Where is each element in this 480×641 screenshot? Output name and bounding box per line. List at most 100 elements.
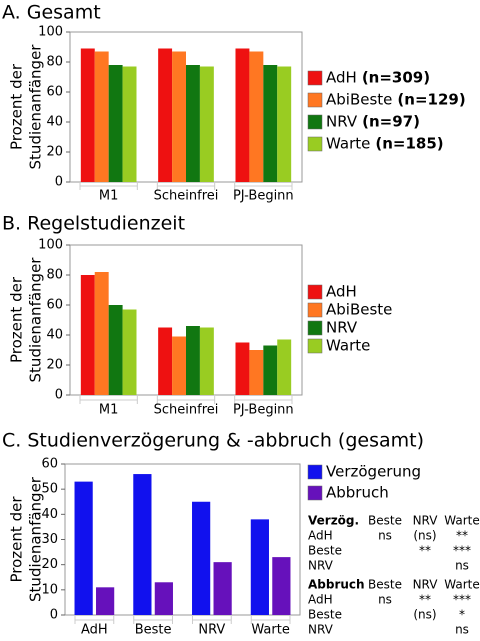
bar [80,48,95,182]
table-cell: ** [419,544,431,558]
x-tick-label: Scheinfrei [154,403,219,418]
legend-label: NRV [326,319,358,337]
bar [186,326,200,395]
legend-sample-size: (n=185) [375,135,443,153]
table-header: Warte [444,514,479,528]
legend-swatch [307,136,323,152]
legend-label: NRV [326,113,358,131]
bar [122,309,137,395]
y-tick-label: 60 [41,457,58,472]
y-tick-label: 20 [46,145,63,160]
bar [186,65,200,182]
bar [263,65,278,182]
chart-title: A. Gesamt [2,2,101,24]
bar [249,350,264,395]
legend-sample-size: (n=129) [397,91,465,109]
table-cell: * [459,608,465,622]
x-tick-label: M1 [99,403,119,418]
table-cell: (ns) [413,608,436,622]
table-cell: ** [419,593,431,607]
legend-label: Warte [326,337,370,355]
legend-sample-size: (n=309) [362,69,430,87]
bar [80,275,95,395]
y-axis-label: Prozent der [8,496,26,583]
y-tick-label: 40 [46,328,63,343]
legend-swatch [307,464,323,480]
bar [96,587,115,615]
bar [277,339,292,395]
bar [199,327,214,395]
table-section-title: Verzög. [308,514,359,528]
y-tick-label: 60 [46,298,63,313]
legend-swatch [307,114,323,130]
legend-swatch [307,338,323,354]
table-row-label: AdH [308,593,333,607]
y-axis-label: Prozent der [8,276,26,363]
bar [213,562,232,615]
x-tick-label: Beste [135,623,172,638]
legend-label: Verzögerung [326,463,421,481]
bar [133,474,152,615]
legend-swatch [307,302,323,318]
table-cell: *** [453,544,471,558]
bar [249,51,264,182]
x-tick-label: M1 [99,189,119,204]
table-row-label: NRV [308,623,334,637]
bar [272,557,291,615]
legend-label: Warte [326,135,370,153]
y-tick-label: 0 [55,388,63,403]
legend-swatch [307,320,323,336]
y-tick-label: 80 [46,55,63,70]
table-header: Beste [368,578,402,592]
bar [122,66,137,182]
chart-title: B. Regelstudienzeit [2,213,185,235]
y-tick-label: 100 [38,238,63,253]
y-tick-label: 0 [55,175,63,190]
table-header: NRV [413,514,439,528]
y-tick-label: 0 [50,608,58,623]
bar [94,272,109,395]
table-cell: ns [455,559,469,573]
legend-swatch [307,70,323,86]
legend-swatch [307,284,323,300]
y-tick-label: 40 [41,507,58,522]
y-tick-label: 20 [46,358,63,373]
y-axis-label: Prozent der [8,63,26,150]
y-tick-label: 10 [41,582,58,597]
table-cell: ns [455,623,469,637]
table-row-label: AdH [308,529,333,543]
table-row-label: NRV [308,559,334,573]
y-tick-label: 40 [46,115,63,130]
y-tick-label: 30 [41,532,58,547]
table-cell: ** [456,529,468,543]
legend-swatch [307,92,323,108]
bar [235,48,250,182]
x-tick-label: PJ-Beginn [233,189,294,204]
bar [158,48,173,182]
table-row-label: Beste [308,544,342,558]
y-tick-label: 80 [46,268,63,283]
y-axis-label: Studienanfänger [27,476,45,602]
table-header: Warte [444,578,479,592]
bar [277,66,292,182]
bar [158,327,173,395]
y-tick-label: 60 [46,85,63,100]
y-axis-label: Studienanfänger [27,257,45,383]
bar [108,305,123,395]
bar [172,336,186,395]
table-header: NRV [413,578,439,592]
legend-label: AbiBeste [326,301,392,319]
bar [74,481,93,615]
table-section-title: Abbruch [308,578,365,592]
y-tick-label: 100 [38,25,63,40]
legend-label: AbiBeste [326,91,392,109]
y-tick-label: 20 [41,557,58,572]
x-tick-label: Scheinfrei [154,189,219,204]
bar [192,501,211,615]
table-cell: ns [378,529,392,543]
table-cell: ns [378,593,392,607]
bar [172,51,186,182]
x-tick-label: NRV [198,623,225,638]
bar [263,345,278,395]
